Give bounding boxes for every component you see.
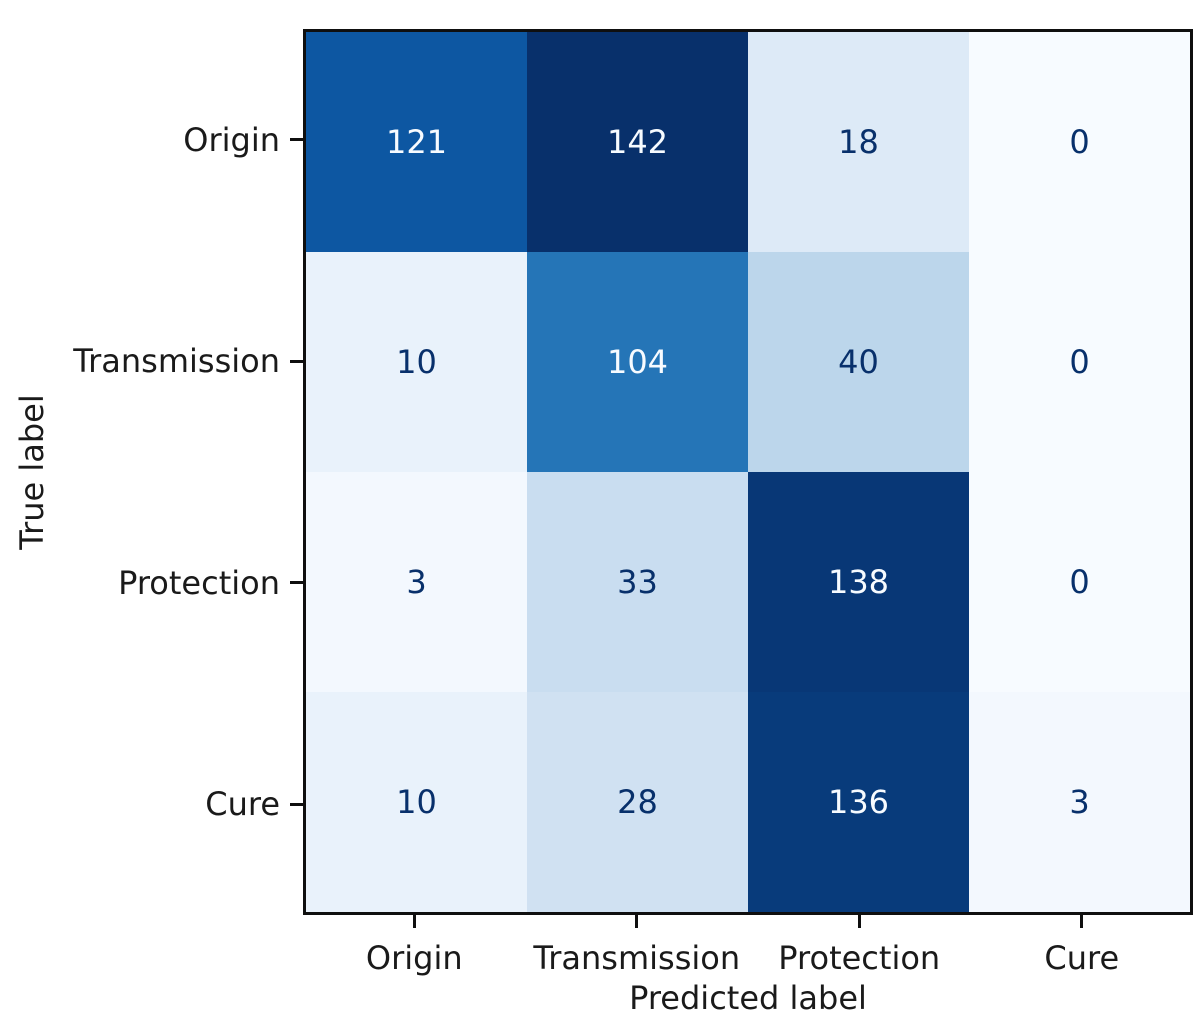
y-axis-label: True label xyxy=(13,394,51,550)
x-tick-mark xyxy=(412,915,416,928)
matrix-cell-r2c1: 33 xyxy=(527,472,748,692)
cell-value: 121 xyxy=(385,123,448,161)
matrix-cell-r2c2: 138 xyxy=(748,472,969,692)
cell-value: 104 xyxy=(606,343,669,381)
cell-value: 10 xyxy=(396,343,437,381)
x-tick-mark xyxy=(1080,915,1084,928)
cell-value: 10 xyxy=(396,783,437,821)
matrix-cell-r3c0: 10 xyxy=(306,692,527,912)
matrix-cell-r2c0: 3 xyxy=(306,472,527,692)
x-tick-label-origin: Origin xyxy=(365,939,463,977)
cell-value: 33 xyxy=(617,563,658,601)
matrix-cell-r2c3: 0 xyxy=(969,472,1190,692)
x-tick-label-protection: Protection xyxy=(778,939,941,977)
x-tick-mark xyxy=(635,915,639,928)
cell-value: 0 xyxy=(1069,123,1090,161)
matrix-cell-r1c3: 0 xyxy=(969,252,1190,472)
y-tick-label-origin: Origin xyxy=(183,120,280,159)
y-tick-label-cure: Cure xyxy=(205,785,280,824)
cell-value: 0 xyxy=(1069,343,1090,381)
matrix-cell-r1c0: 10 xyxy=(306,252,527,472)
y-tick-mark xyxy=(290,138,303,142)
cell-value: 3 xyxy=(406,563,427,601)
matrix-cell-r0c0: 121 xyxy=(306,32,527,252)
x-tick-mark xyxy=(857,915,861,928)
cell-value: 18 xyxy=(838,123,879,161)
heatmap-grid: 121 142 18 0 10 104 40 0 3 33 138 0 10 28 136 3 xyxy=(303,29,1193,915)
cell-value: 138 xyxy=(827,563,890,601)
matrix-cell-r0c2: 18 xyxy=(748,32,969,252)
cell-value: 28 xyxy=(617,783,658,821)
cell-value: 136 xyxy=(827,783,890,821)
y-tick-mark xyxy=(290,581,303,585)
matrix-cell-r3c1: 28 xyxy=(527,692,748,912)
y-tick-mark xyxy=(290,359,303,363)
y-tick-mark xyxy=(290,802,303,806)
x-tick-label-cure: Cure xyxy=(1044,939,1120,977)
x-tick-label-transmission: Transmission xyxy=(533,939,741,977)
cell-value: 142 xyxy=(606,123,669,161)
matrix-cell-r1c1: 104 xyxy=(527,252,748,472)
y-tick-label-protection: Protection xyxy=(118,563,280,602)
cell-value: 40 xyxy=(838,343,879,381)
matrix-cell-r3c2: 136 xyxy=(748,692,969,912)
matrix-cell-r0c3: 0 xyxy=(969,32,1190,252)
cell-value: 0 xyxy=(1069,563,1090,601)
y-tick-label-transmission: Transmission xyxy=(73,342,280,381)
x-axis-label: Predicted label xyxy=(629,979,867,1017)
matrix-cell-r0c1: 142 xyxy=(527,32,748,252)
matrix-cell-r1c2: 40 xyxy=(748,252,969,472)
matrix-cell-r3c3: 3 xyxy=(969,692,1190,912)
cell-value: 3 xyxy=(1069,783,1090,821)
